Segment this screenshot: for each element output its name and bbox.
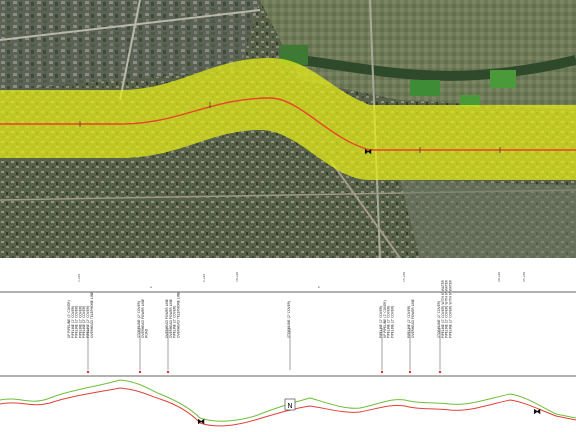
profile-panel: 1+00 5+00 10+00 15+00 20+00 25+00 a b UP…	[0, 258, 576, 432]
crossing-label: UP PIPELINE (2' COVER)	[67, 300, 71, 338]
aerial-map-canvas[interactable]: ⧓	[0, 0, 576, 258]
crossing-label: STORMLINE (2' COVER)	[287, 301, 291, 338]
station-label: 10+00	[235, 272, 239, 282]
crossing-label: PIPELINE (2' COVER)	[379, 306, 383, 338]
crossing-label: OVERHEAD TELEPHONE LINE	[176, 292, 180, 338]
section-marker-a: a	[150, 285, 152, 289]
pipe-profile-line	[0, 387, 576, 427]
crossing-label: PIPELINE (2' COVER) WITH 6' WATER	[448, 279, 452, 338]
station-label: 20+00	[497, 272, 501, 282]
crossing-label: STORMLINE (2' COVER)	[137, 301, 141, 338]
crossing-label: OVERHEAD POWER LINE	[169, 299, 173, 338]
crossing-label: PIPELINE (2' COVER)	[75, 306, 79, 338]
crossing-callouts	[87, 328, 441, 370]
north-indicator-icon: N	[287, 402, 292, 410]
station-label: 5+00	[202, 274, 206, 282]
crossing-text-group: UP PIPELINE (2' COVER) PIPELINE (2' COVER…	[67, 279, 452, 338]
crossing-label: PIPELINE (2' COVER)	[387, 306, 391, 338]
crossing-label: PIPELINE (2' COVER)	[82, 306, 86, 338]
crossing-label: OVERHEAD POWER LINE	[411, 299, 415, 338]
crossing-label: OVERHEAD POWER LINE	[165, 299, 169, 338]
ground-profile-line	[0, 379, 576, 422]
station-label: 15+00	[402, 272, 406, 282]
aerial-map[interactable]: ⧓	[0, 0, 576, 258]
crossing-label: PIPELINE (2' COVER)	[173, 306, 177, 338]
green-field	[280, 45, 308, 65]
station-label: 25+00	[522, 272, 526, 282]
pipeline-centerline[interactable]	[0, 97, 576, 151]
crossing-label: OVERHEAD POWER LINE	[141, 299, 145, 338]
section-marker-b: b	[318, 285, 320, 289]
valve-marker-icon[interactable]: ⧓	[364, 147, 372, 156]
crossing-label: ROAD	[145, 328, 149, 338]
crossing-label: PIPELINE (2' COVER)	[390, 306, 394, 338]
crossing-label: PIPELINE (2' COVER)	[78, 306, 82, 338]
station-label: 1+00	[77, 274, 81, 282]
crossing-label: UP PIPELINE (2' COVER)	[383, 300, 387, 338]
crossing-label: PIPELINE (2' COVER) WITH 6' WATER	[445, 279, 449, 338]
crossing-label: STORMLINE (2' COVER)	[437, 301, 441, 338]
crossing-label: PIPELINE (2' COVER)	[71, 306, 75, 338]
crossing-label: PIPELINE (2' COVER)	[86, 306, 90, 338]
profile-valve-icon[interactable]: ⧓	[197, 417, 205, 426]
profile-valve-icon[interactable]: ⧓	[533, 407, 541, 416]
crossing-label: PIPELINE (2' COVER) WITH 6' WATER	[441, 279, 445, 338]
station-labels: 1+00 5+00 10+00 15+00 20+00 25+00	[77, 272, 526, 282]
profile-canvas: 1+00 5+00 10+00 15+00 20+00 25+00 a b UP…	[0, 272, 576, 427]
crossing-label: OVERHEAD TELEPHONE LINE	[90, 292, 94, 338]
crossing-label: PIPELINE (2' COVER)	[407, 306, 411, 338]
